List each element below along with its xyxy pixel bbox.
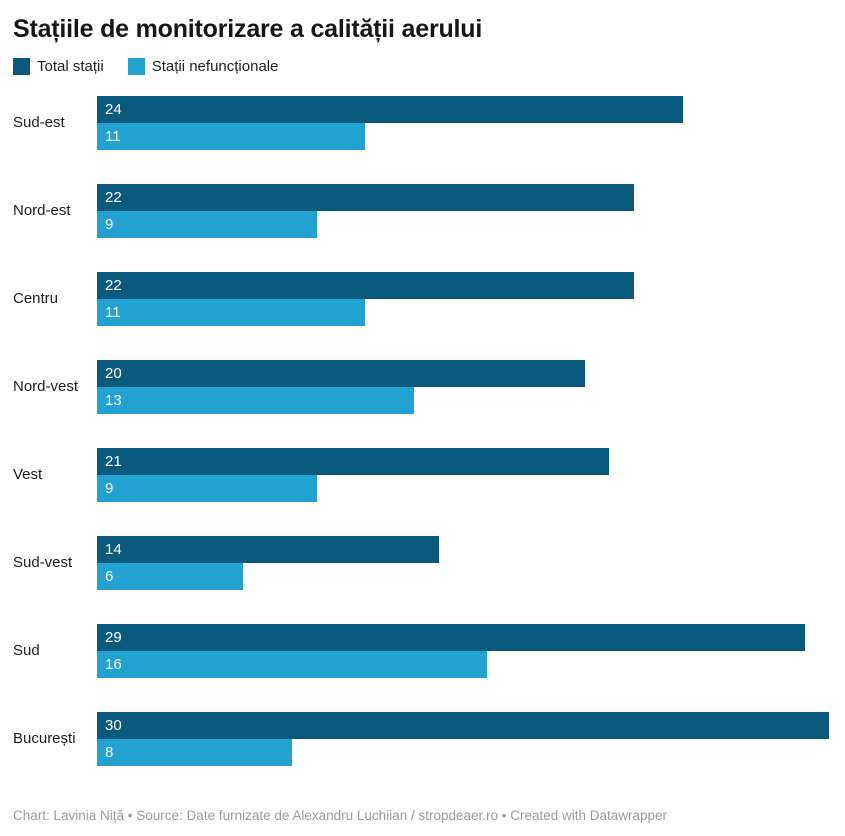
- bar-value-label: 29: [105, 629, 122, 646]
- category-label: Sud-est: [13, 114, 65, 131]
- chart-title: Stațiile de monitorizare a calității aer…: [13, 15, 483, 43]
- legend-item-total: Total stații: [13, 57, 104, 75]
- nonfunctional-bar[interactable]: 6: [97, 563, 244, 590]
- bar-group-sud: Sud 29 16: [13, 624, 829, 678]
- total-bar[interactable]: 22: [97, 184, 634, 211]
- bar-value-label: 14: [105, 541, 122, 558]
- total-bar[interactable]: 21: [97, 448, 610, 475]
- bar-value-label: 11: [105, 128, 121, 145]
- bar-value-label: 16: [105, 656, 122, 673]
- total-bar[interactable]: 24: [97, 96, 683, 123]
- nonfunctional-bar[interactable]: 16: [97, 651, 488, 678]
- category-label: Centru: [13, 290, 59, 307]
- legend-item-nonfunctional: Stații nefuncționale: [127, 57, 279, 75]
- category-label: Nord-est: [13, 202, 71, 219]
- nonfunctional-swatch-icon: [127, 57, 145, 75]
- category-label: Sud: [13, 642, 40, 659]
- legend-label: Stații nefuncționale: [151, 57, 279, 75]
- bar-group-nord-est: Nord-est 22 9: [13, 184, 829, 238]
- bar-group-centru: Centru 22 11: [13, 272, 829, 326]
- bar-group-bucuresti: București 30 8: [13, 712, 829, 766]
- bar-value-label: 6: [105, 568, 114, 585]
- category-label: Nord-vest: [13, 378, 79, 395]
- bar-value-label: 24: [105, 101, 122, 118]
- bar-group-vest: Vest 21 9: [13, 448, 829, 502]
- bar-value-label: 13: [105, 392, 122, 409]
- bar-value-label: 11: [105, 304, 121, 321]
- bar-value-label: 21: [105, 453, 122, 470]
- nonfunctional-bar[interactable]: 9: [97, 475, 317, 502]
- category-label: București: [13, 730, 76, 747]
- bar-group-sud-vest: Sud-vest 14 6: [13, 536, 829, 590]
- nonfunctional-bar[interactable]: 13: [97, 387, 415, 414]
- bar-value-label: 8: [105, 744, 114, 761]
- total-bar[interactable]: 20: [97, 360, 585, 387]
- legend: Total stații Stații nefuncționale: [13, 57, 829, 75]
- chart-footer: Chart: Lavinia Niță • Source: Date furni…: [13, 808, 668, 823]
- legend-label: Total stații: [37, 57, 104, 75]
- bar-chart: Sud-est 24 11 Nord-est 22 9 Centru 22 11…: [13, 96, 829, 766]
- bar-value-label: 30: [105, 717, 122, 734]
- bar-group-nord-vest: Nord-vest 20 13: [13, 360, 829, 414]
- bar-value-label: 22: [105, 189, 122, 206]
- bar-group-sud-est: Sud-est 24 11: [13, 96, 829, 150]
- category-label: Vest: [13, 466, 43, 483]
- nonfunctional-bar[interactable]: 9: [97, 211, 317, 238]
- bar-value-label: 22: [105, 277, 122, 294]
- nonfunctional-bar[interactable]: 11: [97, 123, 366, 150]
- nonfunctional-bar[interactable]: 11: [97, 299, 366, 326]
- total-bar[interactable]: 14: [97, 536, 439, 563]
- total-bar[interactable]: 22: [97, 272, 634, 299]
- total-swatch-icon: [13, 57, 30, 75]
- category-label: Sud-vest: [13, 554, 73, 571]
- total-bar[interactable]: 30: [97, 712, 829, 739]
- total-bar[interactable]: 29: [97, 624, 805, 651]
- bar-value-label: 20: [105, 365, 122, 382]
- bar-value-label: 9: [105, 216, 114, 233]
- nonfunctional-bar[interactable]: 8: [97, 739, 293, 766]
- bar-value-label: 9: [105, 480, 114, 497]
